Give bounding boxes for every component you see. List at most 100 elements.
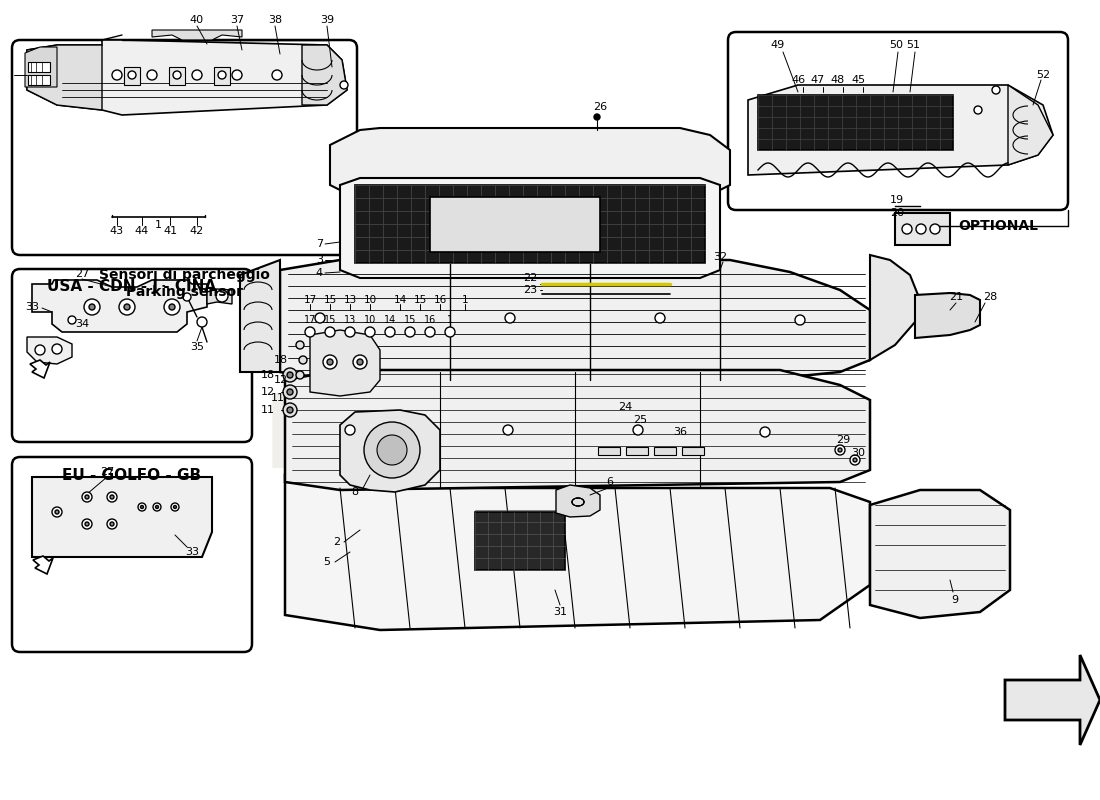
Text: 51: 51: [906, 40, 920, 50]
Text: 37: 37: [230, 15, 244, 25]
Text: 3: 3: [316, 255, 323, 265]
Circle shape: [85, 495, 89, 499]
Text: 46: 46: [791, 75, 805, 85]
Text: 49: 49: [771, 40, 785, 50]
Polygon shape: [748, 85, 1053, 175]
Text: 10: 10: [363, 295, 376, 305]
Text: 19: 19: [890, 195, 904, 205]
Text: Parking sensor: Parking sensor: [125, 285, 242, 299]
Text: 22: 22: [522, 273, 537, 283]
Circle shape: [283, 368, 297, 382]
Text: 45: 45: [851, 75, 865, 85]
Text: passion: passion: [264, 371, 696, 469]
Circle shape: [283, 385, 297, 399]
Circle shape: [107, 492, 117, 502]
Text: 14: 14: [384, 315, 396, 325]
Polygon shape: [302, 45, 346, 105]
Circle shape: [850, 455, 860, 465]
Circle shape: [35, 345, 45, 355]
Text: 17: 17: [304, 295, 317, 305]
Text: 15: 15: [323, 315, 337, 325]
Text: 18: 18: [274, 355, 288, 365]
Text: 36: 36: [673, 427, 688, 437]
Circle shape: [85, 522, 89, 526]
Text: 48: 48: [830, 75, 845, 85]
Circle shape: [153, 503, 161, 511]
Text: 52: 52: [1036, 70, 1050, 80]
Circle shape: [654, 313, 666, 323]
FancyBboxPatch shape: [12, 457, 252, 652]
Circle shape: [52, 344, 62, 354]
Text: 31: 31: [553, 607, 566, 617]
Text: Sensori di parcheggio: Sensori di parcheggio: [99, 268, 270, 282]
Text: 1: 1: [462, 295, 469, 305]
Polygon shape: [310, 330, 380, 396]
Circle shape: [852, 458, 857, 462]
Circle shape: [835, 445, 845, 455]
Text: 42: 42: [190, 226, 205, 236]
Circle shape: [340, 81, 348, 89]
Polygon shape: [556, 485, 600, 517]
Circle shape: [110, 522, 114, 526]
Bar: [626, 447, 648, 455]
Circle shape: [503, 425, 513, 435]
Polygon shape: [285, 370, 870, 490]
Text: 43: 43: [110, 226, 124, 236]
Circle shape: [174, 506, 176, 509]
Text: 13: 13: [343, 295, 356, 305]
Polygon shape: [285, 475, 870, 630]
Text: 14: 14: [394, 295, 407, 305]
Bar: [28, 75, 50, 85]
Polygon shape: [207, 289, 232, 304]
Circle shape: [385, 327, 395, 337]
Circle shape: [55, 510, 59, 514]
Circle shape: [170, 503, 179, 511]
Text: 15: 15: [414, 295, 427, 305]
Circle shape: [82, 519, 92, 529]
Circle shape: [173, 71, 182, 79]
Text: 17: 17: [304, 315, 316, 325]
Circle shape: [632, 425, 644, 435]
Text: 21: 21: [949, 292, 964, 302]
Circle shape: [287, 407, 293, 413]
Text: 40: 40: [190, 15, 205, 25]
Text: 10: 10: [364, 315, 376, 325]
Text: g passion: g passion: [421, 517, 738, 583]
Circle shape: [930, 224, 940, 234]
Circle shape: [141, 506, 143, 509]
Circle shape: [119, 299, 135, 315]
FancyBboxPatch shape: [12, 269, 252, 442]
Circle shape: [795, 315, 805, 325]
Circle shape: [287, 389, 293, 395]
Circle shape: [147, 70, 157, 80]
Polygon shape: [340, 178, 720, 278]
Text: 6: 6: [606, 477, 614, 487]
Text: 12: 12: [261, 387, 275, 397]
Text: 20: 20: [890, 208, 904, 218]
Text: 41: 41: [163, 226, 177, 236]
Bar: [598, 447, 620, 455]
Circle shape: [345, 425, 355, 435]
Circle shape: [110, 495, 114, 499]
Text: 16: 16: [424, 315, 436, 325]
Text: 1: 1: [447, 315, 453, 325]
Polygon shape: [33, 556, 53, 574]
Text: 8: 8: [351, 487, 358, 497]
Circle shape: [52, 507, 62, 517]
Circle shape: [446, 327, 455, 337]
Text: 33: 33: [25, 302, 39, 312]
Text: 34: 34: [75, 319, 89, 329]
Circle shape: [68, 316, 76, 324]
Text: EU - GOLFO - GB: EU - GOLFO - GB: [63, 467, 201, 482]
Bar: [124, 67, 140, 85]
Bar: [895, 213, 950, 245]
Polygon shape: [152, 30, 242, 40]
Text: 4: 4: [316, 268, 323, 278]
Text: 7: 7: [316, 239, 323, 249]
Text: 24: 24: [618, 402, 632, 412]
Polygon shape: [30, 360, 50, 378]
Circle shape: [218, 71, 226, 79]
Circle shape: [974, 106, 982, 114]
Circle shape: [283, 403, 297, 417]
Circle shape: [916, 224, 926, 234]
